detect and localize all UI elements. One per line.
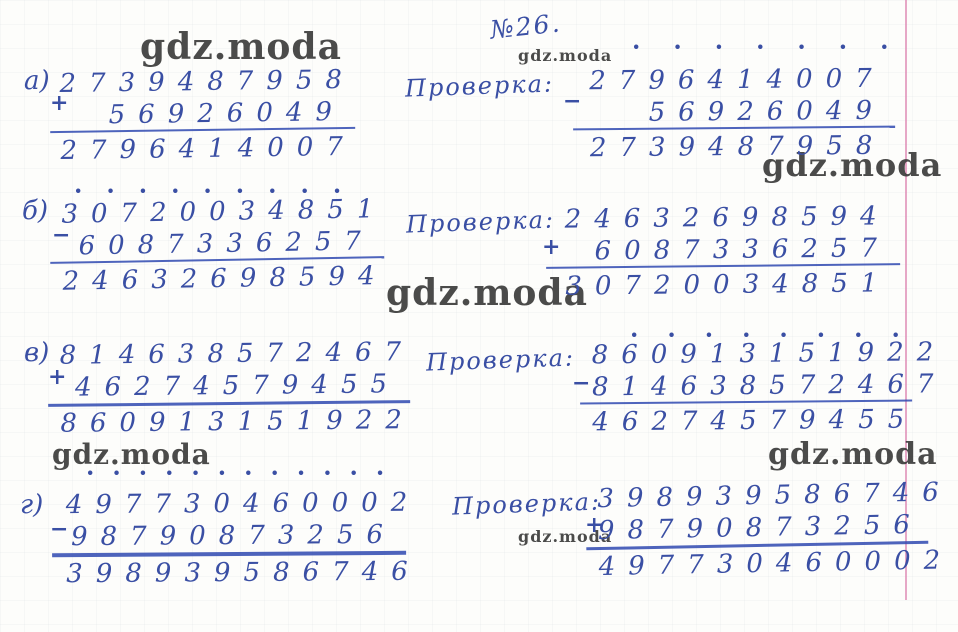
watermark: gdz.moda: [768, 437, 938, 472]
watermark: gdz.moda: [518, 46, 613, 65]
result-row: 2796414007: [60, 131, 357, 166]
operand2-row: 814638572467: [591, 369, 947, 403]
result-row: 2739487958: [589, 130, 886, 164]
result-row: 497730460002: [598, 545, 954, 583]
check-label: Проверка:: [404, 69, 555, 103]
problem-label: а): [24, 66, 50, 96]
minus-sign: −: [50, 516, 69, 542]
operand1-row: 24632698594: [564, 201, 890, 235]
minus-sign: −: [572, 370, 591, 396]
check-label: Проверка:: [451, 487, 602, 521]
plus-sign: +: [48, 364, 67, 390]
watermark: gdz.moda: [762, 146, 943, 184]
watermark: gdz.moda: [518, 527, 613, 546]
check-label: Проверка:: [425, 343, 576, 377]
operand2-row: 56926049: [648, 95, 886, 128]
plus-sign: +: [585, 512, 604, 538]
task-number: №26.: [488, 8, 563, 45]
result-row: 398939586746: [66, 556, 421, 590]
minus-sign: −: [52, 222, 71, 248]
watermark: gdz.moda: [52, 438, 211, 471]
operand2-row: 46274579455: [74, 369, 401, 403]
operand1-row: 860913151922: [591, 337, 947, 371]
problem-label: б): [22, 196, 49, 226]
operand2-row: 98790873256: [70, 519, 397, 553]
watermark: gdz.moda: [140, 26, 342, 68]
margin-line: [905, 0, 907, 600]
operand1-row: 814638572467: [59, 337, 415, 371]
minus-sign: −: [563, 88, 582, 114]
operand1-row: 2796414007: [589, 63, 885, 97]
operand2-row: 56926049: [108, 97, 346, 131]
result-row: 24632698594: [62, 261, 388, 297]
plus-sign: +: [50, 90, 69, 116]
result-row: 860913151922: [60, 405, 416, 439]
problem-label: г): [20, 490, 44, 520]
result-row: 30720034851: [565, 268, 891, 302]
watermark: gdz.moda: [386, 272, 588, 314]
problem-label: в): [24, 338, 50, 368]
plus-sign: +: [542, 234, 561, 260]
borrow-marks: ·······: [632, 32, 922, 61]
operand1-row: 497730460002: [65, 487, 421, 521]
check-label: Проверка:: [405, 205, 556, 239]
operand1-row: 2739487958: [59, 64, 356, 99]
borrow-marks: ············: [86, 458, 403, 487]
result-row: 46274579455: [592, 404, 918, 438]
operand2-row: 6087336257: [594, 233, 891, 267]
